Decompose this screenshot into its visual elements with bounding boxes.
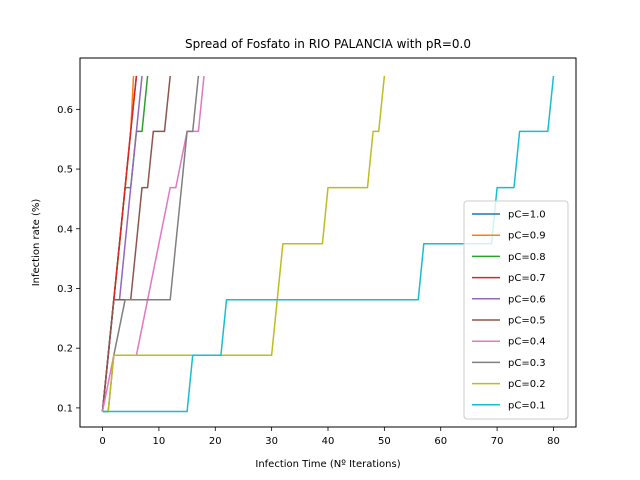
x-tick-label: 10: [153, 436, 166, 447]
plot-lines: [101, 75, 555, 413]
series-line-10: [102, 75, 555, 413]
y-axis: 0.1 0.2 0.3 0.4 0.5 0.6: [57, 105, 80, 414]
y-tick-label: 0.2: [57, 344, 73, 355]
series-line-6: [101, 75, 171, 412]
y-axis-title: Infection rate (%): [31, 199, 42, 287]
y-tick-label: 0.3: [57, 284, 73, 295]
legend-label-8: pC=0.3: [508, 358, 546, 369]
x-axis-title: Infection Time (Nº Iterations): [255, 459, 400, 470]
legend-label-7: pC=0.4: [508, 337, 546, 348]
series-line-9: [102, 75, 386, 413]
y-tick-label: 0.5: [57, 165, 73, 176]
x-tick-label: 70: [491, 436, 504, 447]
legend-box: [463, 200, 569, 420]
y-tick-label: 0.4: [57, 224, 73, 235]
x-tick-label: 40: [322, 436, 335, 447]
y-tick-label: 0.1: [57, 403, 73, 414]
legend-label-2: pC=0.9: [508, 231, 546, 242]
chart-title: Spread of Fosfato in RIO PALANCIA with p…: [185, 37, 471, 51]
series-line-7: [101, 75, 205, 412]
legend: pC=1.0 pC=0.9 pC=0.8 pC=0.7 pC=0.6 pC=0.5 pC=0…: [463, 200, 569, 420]
x-tick-label: 0: [99, 436, 105, 447]
x-axis: 0 10 20 30 40 50 60 70 80: [99, 427, 560, 447]
x-tick-label: 30: [265, 436, 278, 447]
legend-label-10: pC=0.1: [508, 400, 546, 411]
y-tick-label: 0.6: [57, 105, 73, 116]
legend-label-6: pC=0.5: [508, 316, 546, 327]
legend-label-4: pC=0.7: [508, 273, 546, 284]
legend-label-5: pC=0.6: [508, 294, 546, 305]
legend-label-9: pC=0.2: [508, 379, 546, 390]
x-tick-label: 50: [378, 436, 391, 447]
x-tick-label: 20: [209, 436, 222, 447]
x-tick-label: 60: [434, 436, 447, 447]
legend-label-1: pC=1.0: [508, 210, 546, 221]
x-tick-label: 80: [547, 436, 560, 447]
series-line-8: [102, 75, 200, 413]
legend-label-3: pC=0.8: [508, 252, 546, 263]
